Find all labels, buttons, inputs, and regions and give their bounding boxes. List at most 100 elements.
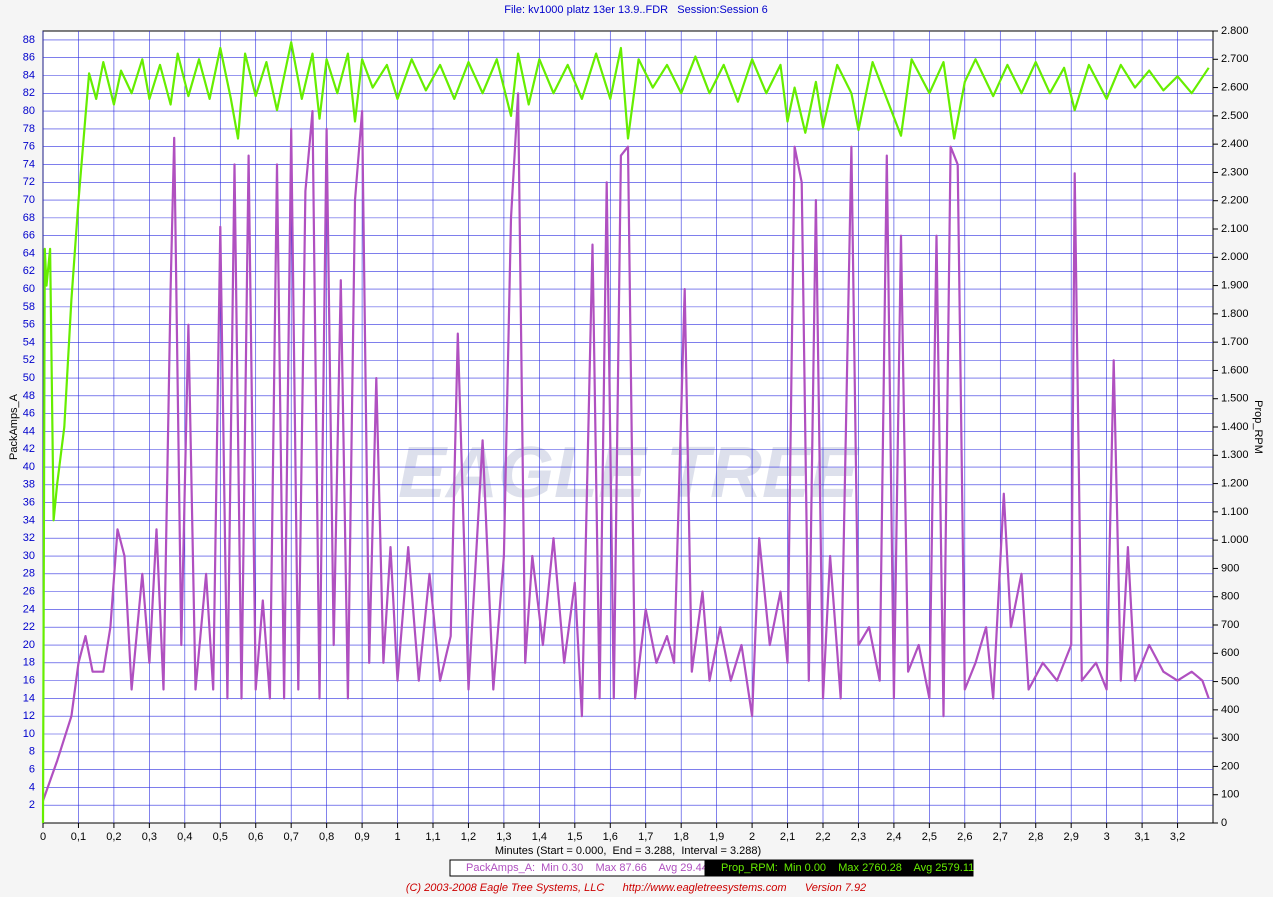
- x-tick-label: 0,4: [177, 831, 192, 843]
- legend-stats: Min 0.00 Max 2760.28 Avg 2579.11: [784, 862, 974, 874]
- y-tick-label: 54: [23, 336, 35, 348]
- y-tick-label: 24: [23, 603, 35, 615]
- legend-entry: Prop_RPM: Min 0.00 Max 2760.28 Avg 2579.1…: [721, 862, 974, 874]
- watermark: EAGLE TREE: [398, 433, 860, 513]
- y2-tick-label: 2.000: [1221, 251, 1249, 263]
- y2-tick-label: 1.900: [1221, 279, 1249, 291]
- y-tick-label: 78: [23, 123, 35, 135]
- x-tick-label: 2,5: [922, 831, 937, 843]
- footer: (C) 2003-2008 Eagle Tree Systems, LLC ht…: [406, 882, 866, 894]
- y-tick-label: 36: [23, 497, 35, 509]
- x-tick-label: 2,4: [886, 831, 901, 843]
- x-tick-label: 2,2: [815, 831, 830, 843]
- y-tick-label: 74: [23, 158, 35, 170]
- y-tick-label: 82: [23, 87, 35, 99]
- grid: 0 0,1 0,2 0,3 0,4 0,5 0,6 0,7 0,8 0,9 1 1,1 1,2 1,3 1,…: [23, 25, 1249, 843]
- y-tick-label: 18: [23, 657, 35, 669]
- y-tick-label: 58: [23, 301, 35, 313]
- y2-tick-label: 0: [1221, 817, 1227, 829]
- y-tick-label: 70: [23, 194, 35, 206]
- x-tick-label: 0,9: [354, 831, 369, 843]
- x-tick-label: 1,2: [461, 831, 476, 843]
- x-tick-label: 0,2: [106, 831, 121, 843]
- y2-tick-label: 1.700: [1221, 336, 1249, 348]
- y-tick-label: 10: [23, 728, 35, 740]
- y-tick-label: 32: [23, 532, 35, 544]
- x-tick-label: 3,2: [1170, 831, 1185, 843]
- y-tick-label: 38: [23, 479, 35, 491]
- x-tick-label: 0,6: [248, 831, 263, 843]
- y-tick-label: 80: [23, 105, 35, 117]
- y-tick-label: 46: [23, 408, 35, 420]
- y2-tick-label: 500: [1221, 675, 1239, 687]
- y2-tick-label: 400: [1221, 704, 1239, 716]
- y2-tick-label: 200: [1221, 760, 1239, 772]
- y-tick-label: 52: [23, 354, 35, 366]
- y-tick-label: 26: [23, 586, 35, 598]
- y-tick-label: 12: [23, 710, 35, 722]
- legend: PackAmps_A: Min 0.30 Max 87.66 Avg 29.44 P…: [449, 859, 974, 877]
- legend-stats: Min 0.30 Max 87.66 Avg 29.44: [541, 862, 708, 874]
- y2-tick-label: 1.100: [1221, 506, 1249, 518]
- x-tick-label: 0: [40, 831, 46, 843]
- y-tick-label: 62: [23, 265, 35, 277]
- y-tick-label: 4: [29, 781, 35, 793]
- y-tick-label: 14: [23, 692, 35, 704]
- x-tick-label: 2,7: [993, 831, 1008, 843]
- y-tick-label: 44: [23, 425, 35, 437]
- y-tick-label: 20: [23, 639, 35, 651]
- y2-tick-label: 900: [1221, 562, 1239, 574]
- y-tick-label: 22: [23, 621, 35, 633]
- y2-tick-label: 1.300: [1221, 449, 1249, 461]
- y-tick-label: 60: [23, 283, 35, 295]
- y2-tick-label: 2.100: [1221, 223, 1249, 235]
- y-axis-label: PackAmps_A: [8, 393, 20, 460]
- y2-tick-label: 1.200: [1221, 477, 1249, 489]
- y-tick-label: 84: [23, 69, 35, 81]
- legend-entry: PackAmps_A: Min 0.30 Max 87.66 Avg 29.44: [466, 862, 708, 874]
- y2-tick-label: 1.800: [1221, 308, 1249, 320]
- series-line: [41, 41, 1210, 824]
- y2-tick-label: 1.500: [1221, 393, 1249, 405]
- x-tick-label: 1,8: [674, 831, 689, 843]
- x-tick-label: 1,6: [603, 831, 618, 843]
- legend-name: Prop_RPM:: [721, 862, 778, 874]
- legend-box: [704, 859, 974, 877]
- y2-tick-label: 2.200: [1221, 195, 1249, 207]
- x-tick-label: 2,6: [957, 831, 972, 843]
- y-tick-label: 68: [23, 212, 35, 224]
- x-tick-label: 3: [1104, 831, 1110, 843]
- x-tick-label: 2,1: [780, 831, 795, 843]
- y2-tick-label: 2.300: [1221, 166, 1249, 178]
- x-tick-label: 1: [394, 831, 400, 843]
- y-tick-label: 66: [23, 230, 35, 242]
- y-tick-label: 56: [23, 319, 35, 331]
- y2-axis-label: Prop_RPM: [1252, 400, 1264, 454]
- chart-title: File: kv1000 platz 13er 13.9..FDR Sessio…: [504, 4, 768, 16]
- y2-tick-label: 2.700: [1221, 53, 1249, 65]
- y-tick-label: 6: [29, 764, 35, 776]
- x-tick-label: 1,9: [709, 831, 724, 843]
- y2-tick-label: 2.500: [1221, 110, 1249, 122]
- y2-tick-label: 300: [1221, 732, 1239, 744]
- y2-tick-label: 800: [1221, 591, 1239, 603]
- x-tick-label: 3,1: [1134, 831, 1149, 843]
- x-tick-label: 0,3: [142, 831, 157, 843]
- x-tick-label: 1,4: [532, 831, 547, 843]
- y-tick-label: 8: [29, 746, 35, 758]
- y-tick-label: 40: [23, 461, 35, 473]
- y-tick-label: 34: [23, 514, 35, 526]
- x-tick-label: 1,3: [496, 831, 511, 843]
- x-tick-label: 2,8: [1028, 831, 1043, 843]
- x-axis-label: Minutes (Start = 0.000, End = 3.288, Int…: [495, 845, 761, 857]
- y-tick-label: 50: [23, 372, 35, 384]
- y-tick-label: 16: [23, 675, 35, 687]
- x-tick-label: 2: [749, 831, 755, 843]
- y-tick-label: 42: [23, 443, 35, 455]
- y-tick-label: 30: [23, 550, 35, 562]
- x-tick-label: 1,1: [425, 831, 440, 843]
- x-tick-label: 1,7: [638, 831, 653, 843]
- series-line: [41, 92, 1210, 802]
- y2-tick-label: 1.600: [1221, 364, 1249, 376]
- x-tick-label: 0,5: [213, 831, 228, 843]
